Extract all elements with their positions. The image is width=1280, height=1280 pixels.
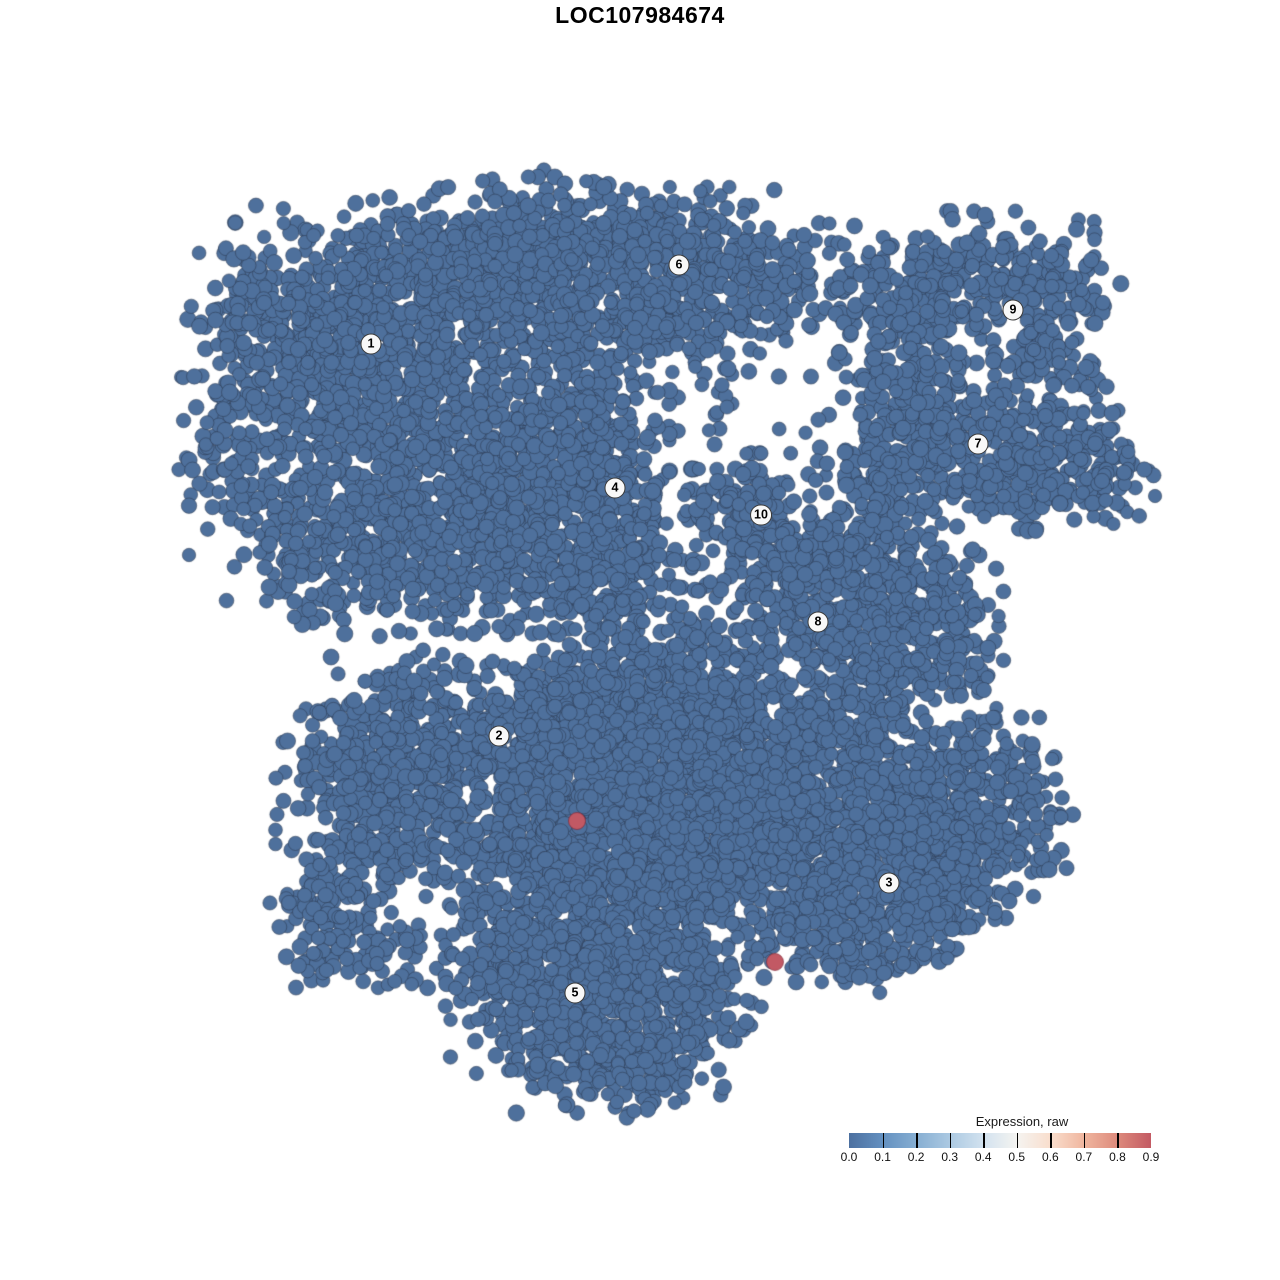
tsne-scatter-canvas — [0, 0, 1280, 1280]
